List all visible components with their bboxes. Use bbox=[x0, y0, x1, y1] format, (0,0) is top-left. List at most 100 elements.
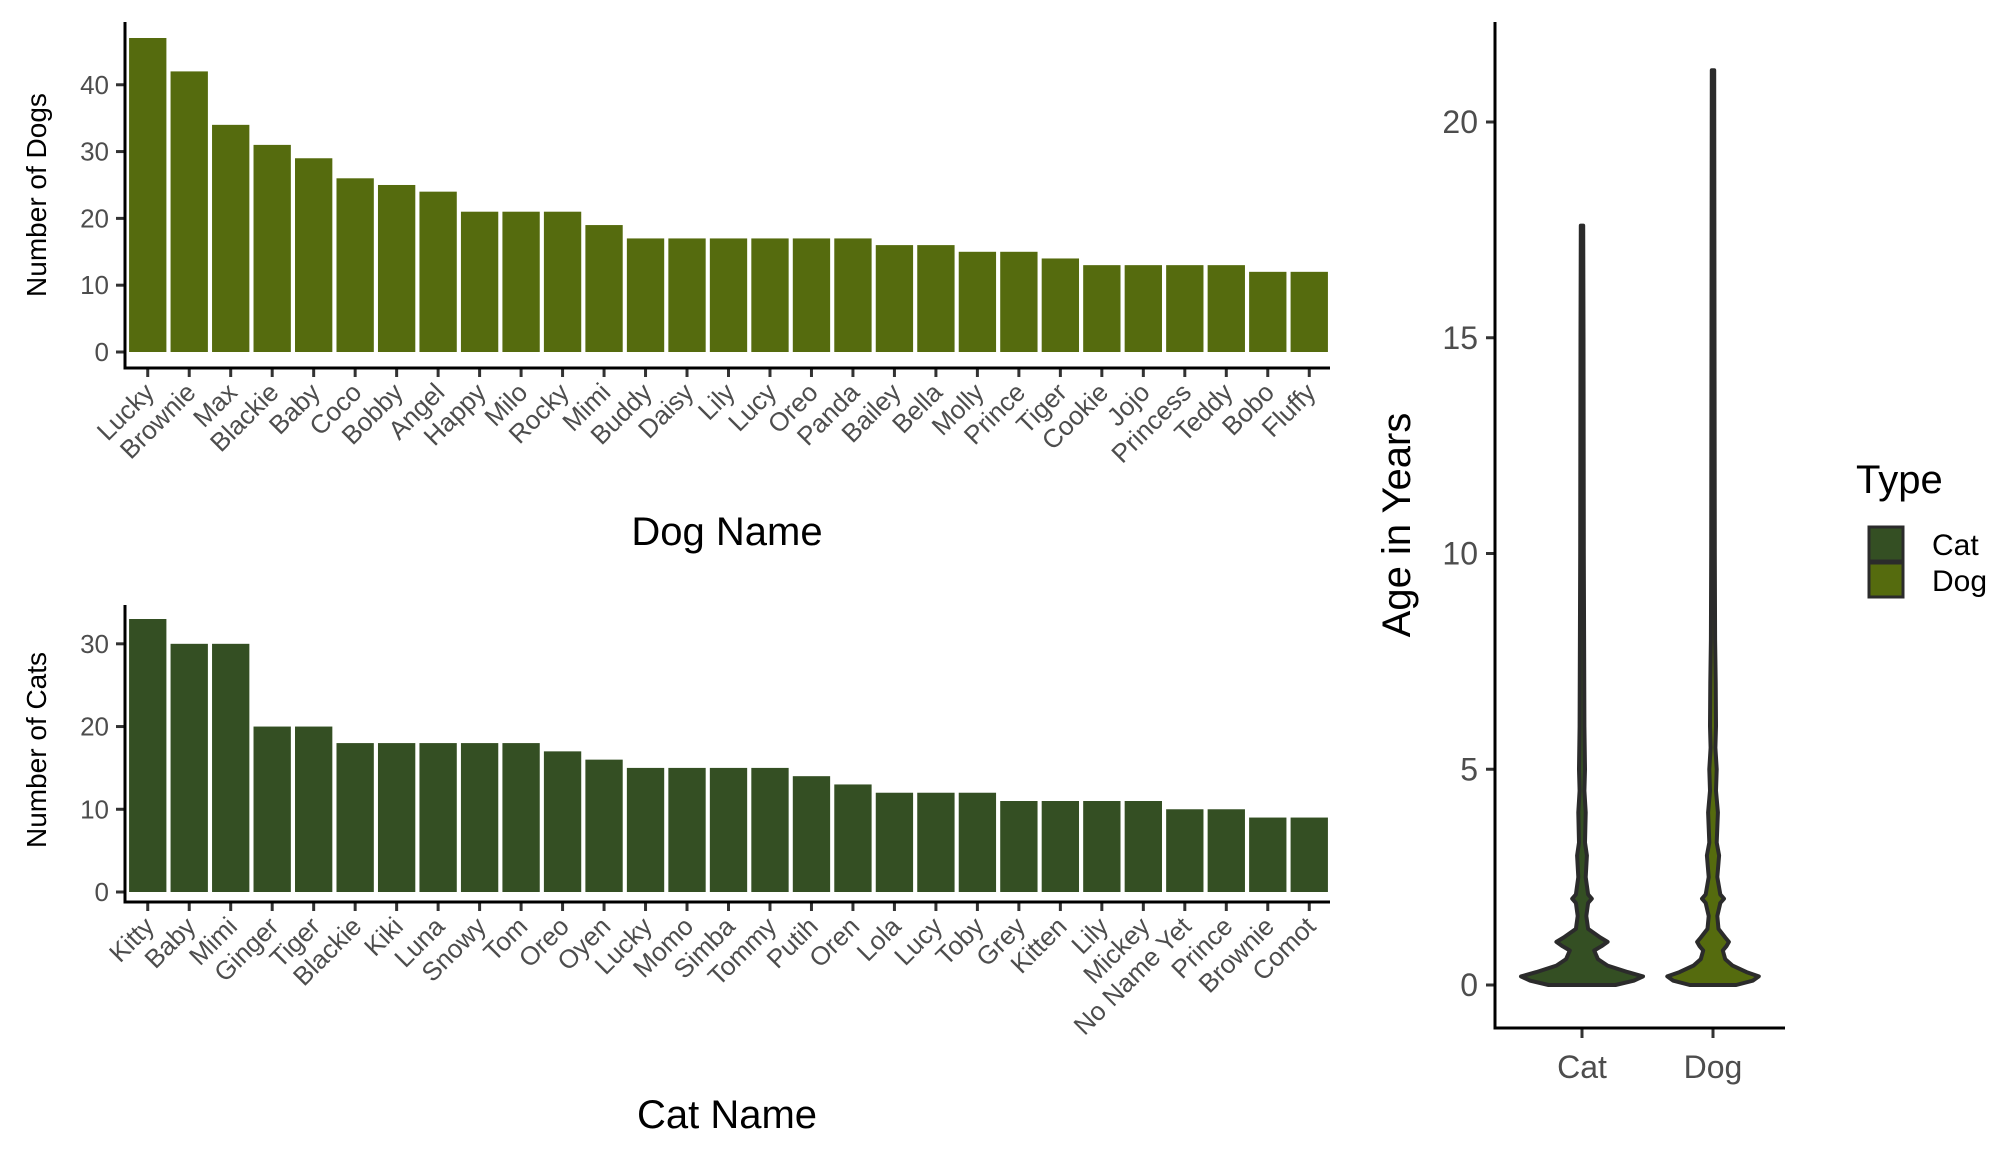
violin-y-tick-label: 10 bbox=[1442, 536, 1478, 572]
dog-bar-angel bbox=[419, 191, 457, 352]
dog-bar-milo bbox=[502, 211, 540, 352]
violin-axis-lines bbox=[1493, 22, 1785, 1030]
dog-bar-oreo bbox=[792, 238, 831, 352]
dog-bar-mimi bbox=[585, 225, 623, 352]
cat-bar-prince bbox=[1207, 809, 1245, 892]
cat-bar-tom bbox=[502, 743, 540, 892]
violin-y-axis-title: Age in Years bbox=[1375, 413, 1419, 638]
cat-x-ticks: KittyBabyMimiGingerTigerBlackieKikiLunaS… bbox=[103, 903, 1322, 1041]
violin-y-tick-label: 0 bbox=[1460, 967, 1478, 1003]
dog-bar-princess bbox=[1166, 265, 1204, 352]
dog-bar-lucky bbox=[129, 38, 167, 352]
dog-bar-lucy bbox=[751, 238, 789, 352]
dog-bar-jojo bbox=[1124, 265, 1162, 352]
cat-axis-lines bbox=[123, 605, 1330, 904]
cat-bars bbox=[129, 619, 1328, 892]
cat-bar-oyen bbox=[585, 759, 623, 892]
cat-bar-chart: 0 10 20 30 KittyBabyMimiGingerTigerBlackieK… bbox=[21, 605, 1330, 1137]
dog-y-axis-title: Number of Dogs bbox=[21, 93, 52, 297]
dog-bar-prince bbox=[1000, 251, 1038, 352]
dog-bar-panda bbox=[834, 238, 872, 352]
legend-label-dog: Dog bbox=[1932, 565, 1987, 598]
cat-bar-kitten bbox=[1041, 801, 1080, 892]
cat-bar-lucy bbox=[917, 792, 955, 892]
dog-bar-baby bbox=[295, 158, 333, 352]
violin-dog bbox=[1665, 68, 1761, 987]
cat-bar-baby bbox=[170, 643, 208, 892]
violin-y-tick-label: 20 bbox=[1442, 104, 1478, 140]
dog-y-ticks: 0 10 20 30 40 bbox=[80, 70, 124, 367]
cat-bar-no-name-yet bbox=[1166, 809, 1204, 892]
dog-bar-chart: 0 10 20 30 40 LuckyBrownieMaxBlackieBabyCoco… bbox=[21, 22, 1330, 554]
dog-bar-rocky bbox=[543, 211, 582, 352]
cat-bar-brownie bbox=[1249, 817, 1287, 892]
cat-bar-comot bbox=[1290, 817, 1328, 892]
cat-bar-oreo bbox=[543, 751, 582, 892]
cat-bar-mimi bbox=[212, 643, 250, 892]
dog-x-ticks: LuckyBrownieMaxBlackieBabyCocoBobbyAngel… bbox=[91, 369, 1322, 469]
violin-x-tick-label: Cat bbox=[1557, 1049, 1607, 1085]
cat-bar-lucky bbox=[626, 767, 665, 892]
cat-bar-snowy bbox=[460, 743, 499, 892]
dog-bar-bella bbox=[917, 245, 955, 352]
dog-bar-molly bbox=[958, 251, 997, 352]
cat-x-axis-title: Cat Name bbox=[637, 1093, 817, 1137]
cat-y-ticks: 0 10 20 30 bbox=[80, 629, 124, 907]
cat-bar-blackie bbox=[336, 743, 374, 892]
cat-bar-lola bbox=[875, 792, 914, 892]
cat-bar-oren bbox=[834, 784, 872, 892]
violin-x-tick-label: Dog bbox=[1684, 1049, 1743, 1085]
violin-y-tick-label: 15 bbox=[1442, 320, 1478, 356]
cat-bar-tommy bbox=[751, 767, 789, 892]
dog-bar-daisy bbox=[668, 238, 706, 352]
dog-bar-fluffy bbox=[1290, 271, 1328, 352]
violin-x-ticks: Cat Dog bbox=[1557, 1029, 1742, 1085]
legend-label-cat: Cat bbox=[1932, 529, 1979, 562]
cat-bar-toby bbox=[958, 792, 997, 892]
dog-y-tick-label: 30 bbox=[80, 137, 109, 167]
cat-bar-simba bbox=[709, 767, 748, 892]
dog-y-tick-label: 40 bbox=[80, 70, 109, 100]
violin-y-tick-label: 5 bbox=[1460, 751, 1478, 787]
cat-y-tick-label: 0 bbox=[95, 877, 109, 907]
violin-y-ticks: 0 5 10 15 20 bbox=[1442, 104, 1494, 1003]
cat-y-tick-label: 30 bbox=[80, 629, 109, 659]
dog-bar-blackie bbox=[253, 144, 291, 352]
dog-bar-bobby bbox=[377, 184, 416, 352]
age-violin-plot: 0 5 10 15 20 Cat Dog Age in Years bbox=[1375, 22, 1785, 1085]
dog-bar-lily bbox=[709, 238, 748, 352]
dog-bar-happy bbox=[460, 211, 499, 352]
dog-bar-brownie bbox=[170, 71, 208, 353]
dog-y-tick-label: 20 bbox=[80, 203, 109, 233]
cat-y-tick-label: 10 bbox=[80, 794, 109, 824]
legend-swatch-cat bbox=[1867, 525, 1905, 563]
dog-bar-bobo bbox=[1249, 271, 1287, 352]
legend-swatch-dog bbox=[1867, 561, 1905, 599]
cat-bar-kiki bbox=[377, 743, 416, 892]
cat-bar-ginger bbox=[253, 726, 291, 892]
dog-x-axis-title: Dog Name bbox=[631, 510, 822, 554]
dog-bar-coco bbox=[336, 178, 374, 352]
cat-y-axis-title: Number of Cats bbox=[21, 652, 52, 848]
dog-y-tick-label: 10 bbox=[80, 270, 109, 300]
cat-bar-tiger bbox=[295, 726, 333, 892]
dog-axis-lines bbox=[123, 22, 1330, 370]
cat-bar-grey bbox=[1000, 801, 1038, 892]
dog-bar-cookie bbox=[1083, 265, 1121, 352]
legend-title: Type bbox=[1856, 458, 1943, 502]
dog-bars bbox=[129, 38, 1328, 353]
cat-bar-luna bbox=[419, 743, 457, 892]
violin-cat bbox=[1519, 223, 1645, 987]
dog-bar-teddy bbox=[1207, 265, 1245, 352]
cat-bar-momo bbox=[668, 767, 706, 892]
dog-bar-buddy bbox=[626, 238, 665, 352]
cat-bar-mickey bbox=[1124, 801, 1162, 892]
cat-y-tick-label: 20 bbox=[80, 712, 109, 742]
dog-bar-tiger bbox=[1041, 258, 1080, 352]
cat-bar-lily bbox=[1083, 801, 1121, 892]
cat-bar-putih bbox=[792, 776, 831, 892]
dog-y-tick-label: 0 bbox=[95, 337, 109, 367]
